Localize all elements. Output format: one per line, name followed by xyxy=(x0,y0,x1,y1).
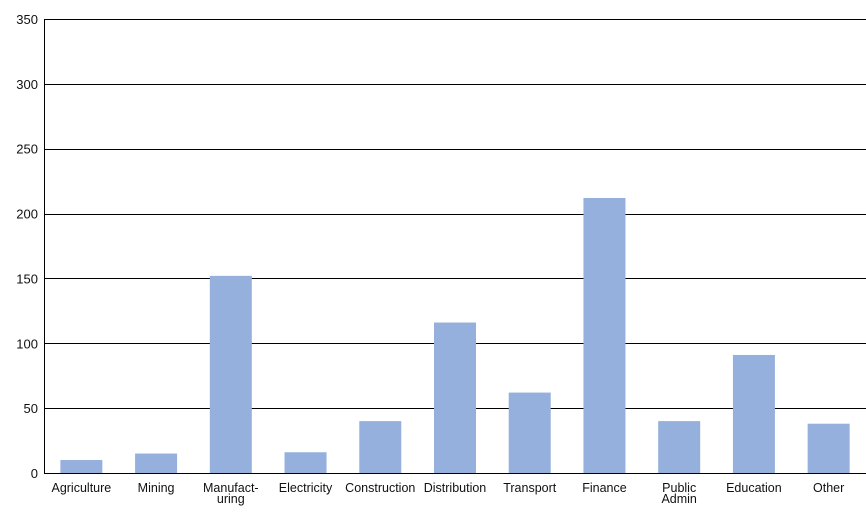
bar-public-admin xyxy=(658,421,701,473)
y-tick-labels: 0 50 100 150 200 250 300 350 xyxy=(16,12,38,481)
x-tick-label: Agriculture xyxy=(51,481,111,495)
y-tick-label: 350 xyxy=(16,12,38,27)
y-tick-label: 50 xyxy=(24,401,38,416)
bar-distribution xyxy=(434,322,476,473)
y-tick-label: 0 xyxy=(31,466,38,481)
bar-electricity xyxy=(284,452,327,473)
x-tick-label: Education xyxy=(726,481,782,495)
x-tick-label: Transport xyxy=(503,481,557,495)
x-tick-label: Public Admin xyxy=(661,481,696,506)
y-tick-label: 100 xyxy=(16,336,38,351)
bar-education xyxy=(732,354,775,473)
x-tick-label: Finance xyxy=(582,481,627,495)
x-tick-label: Construction xyxy=(345,481,415,495)
bar-manufacturing xyxy=(209,275,252,473)
y-tick-label: 150 xyxy=(16,271,38,286)
gridlines xyxy=(44,19,866,409)
bar-agriculture xyxy=(60,460,103,473)
x-tick-label: Other xyxy=(813,481,844,495)
y-tick-label: 250 xyxy=(16,142,38,157)
x-category-labels: Agriculture Mining Manufact-uring Electrici… xyxy=(51,481,844,506)
y-tick-label: 300 xyxy=(16,77,38,92)
bar-finance xyxy=(583,198,626,473)
x-tick-label: Distribution xyxy=(424,481,487,495)
x-tick-label: Electricity xyxy=(279,481,333,495)
bars xyxy=(60,198,850,473)
y-tick-label: 200 xyxy=(16,207,38,222)
bar-mining xyxy=(135,453,178,473)
bar-construction xyxy=(359,421,402,473)
x-tick-label: Mining xyxy=(138,481,175,495)
bar-other xyxy=(807,423,850,473)
bar-transport xyxy=(508,392,551,473)
x-tick-label: Manufact-uring xyxy=(203,481,259,506)
